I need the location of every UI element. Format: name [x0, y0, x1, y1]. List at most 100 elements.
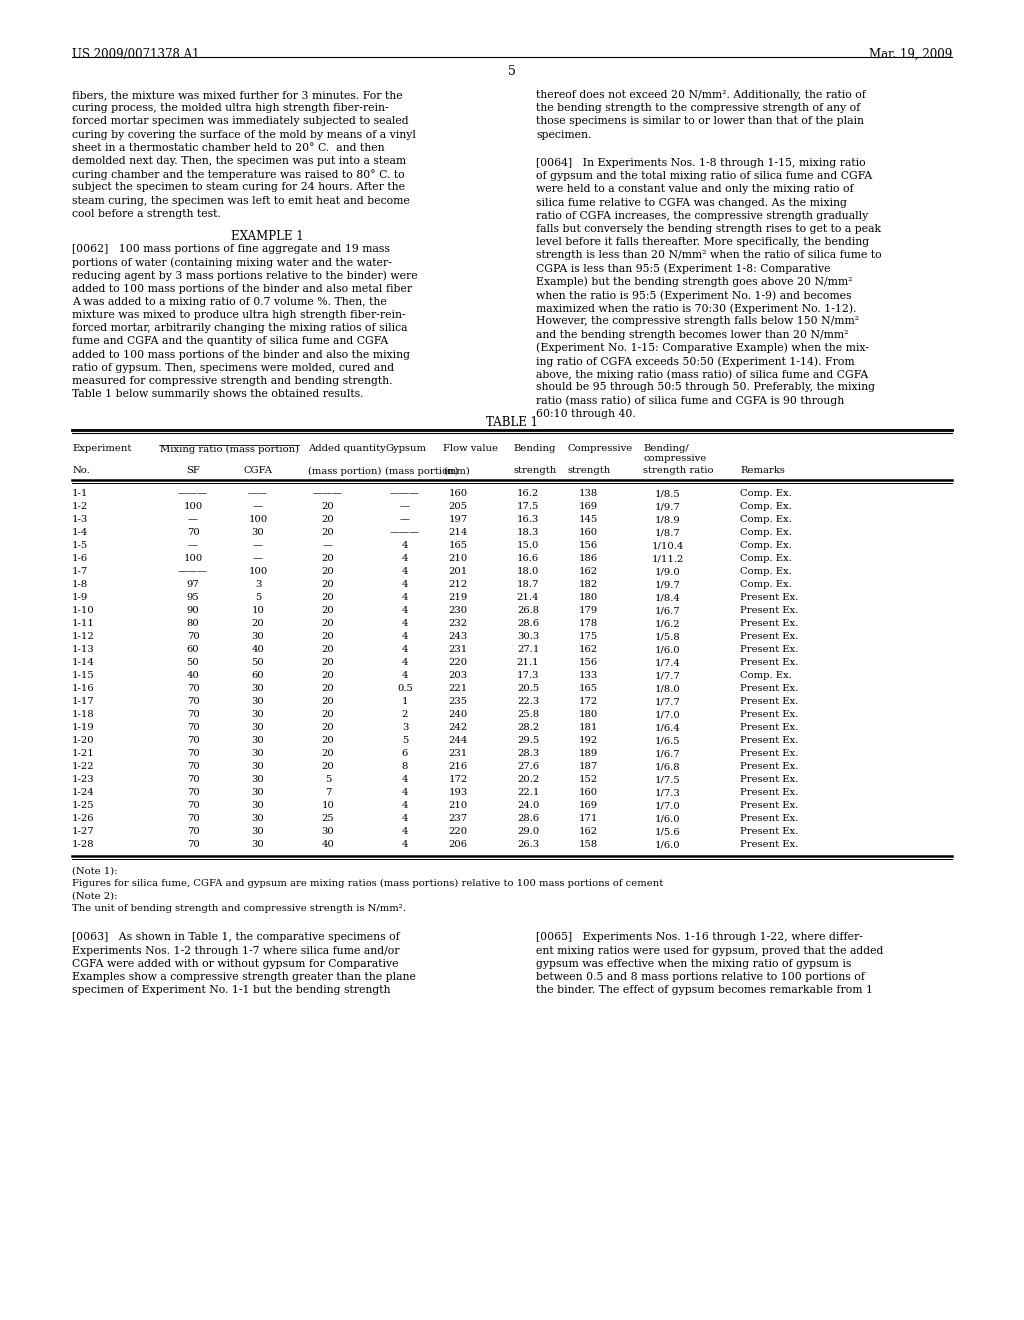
- Text: 180: 180: [579, 710, 598, 719]
- Text: thereof does not exceed 20 N/mm². Additionally, the ratio of: thereof does not exceed 20 N/mm². Additi…: [536, 90, 866, 100]
- Text: 4: 4: [401, 645, 409, 655]
- Text: 60: 60: [252, 672, 264, 680]
- Text: 30: 30: [322, 828, 335, 837]
- Text: Flow value: Flow value: [443, 445, 498, 453]
- Text: (Note 2):: (Note 2):: [72, 891, 118, 900]
- Text: reducing agent by 3 mass portions relative to the binder) were: reducing agent by 3 mass portions relati…: [72, 271, 418, 281]
- Text: Present Ex.: Present Ex.: [740, 684, 799, 693]
- Text: Experiment: Experiment: [72, 445, 131, 453]
- Text: Present Ex.: Present Ex.: [740, 723, 799, 733]
- Text: 4: 4: [401, 619, 409, 628]
- Text: 1-26: 1-26: [72, 814, 94, 824]
- Text: 1/6.8: 1/6.8: [655, 763, 681, 771]
- Text: 1/6.0: 1/6.0: [655, 645, 681, 655]
- Text: US 2009/0071378 A1: US 2009/0071378 A1: [72, 48, 200, 61]
- Text: A was added to a mixing ratio of 0.7 volume %. Then, the: A was added to a mixing ratio of 0.7 vol…: [72, 297, 387, 306]
- Text: 1-13: 1-13: [72, 645, 95, 655]
- Text: 4: 4: [401, 659, 409, 668]
- Text: curing process, the molded ultra high strength fiber-rein-: curing process, the molded ultra high st…: [72, 103, 389, 114]
- Text: ratio (mass ratio) of silica fume and CGFA is 90 through: ratio (mass ratio) of silica fume and CG…: [536, 396, 844, 407]
- Text: 30: 30: [252, 632, 264, 642]
- Text: 20.5: 20.5: [517, 684, 539, 693]
- Text: 232: 232: [449, 619, 468, 628]
- Text: Added quantity: Added quantity: [308, 445, 386, 453]
- Text: 20: 20: [322, 594, 335, 602]
- Text: 160: 160: [579, 788, 598, 797]
- Text: 172: 172: [579, 697, 598, 706]
- Text: mixture was mixed to produce ultra high strength fiber-rein-: mixture was mixed to produce ultra high …: [72, 310, 406, 319]
- Text: —: —: [188, 541, 198, 550]
- Text: silica fume relative to CGFA was changed. As the mixing: silica fume relative to CGFA was changed…: [536, 198, 847, 207]
- Text: 18.3: 18.3: [517, 528, 540, 537]
- Text: 4: 4: [401, 554, 409, 564]
- Text: specimen.: specimen.: [536, 129, 592, 140]
- Text: 30: 30: [252, 750, 264, 759]
- Text: 22.3: 22.3: [517, 697, 539, 706]
- Text: 1/8.4: 1/8.4: [655, 594, 681, 602]
- Text: 30: 30: [252, 801, 264, 810]
- Text: 70: 70: [186, 841, 200, 849]
- Text: 138: 138: [579, 490, 598, 499]
- Text: 4: 4: [401, 672, 409, 680]
- Text: Comp. Ex.: Comp. Ex.: [740, 541, 792, 550]
- Text: 20: 20: [322, 737, 335, 746]
- Text: —: —: [188, 515, 198, 524]
- Text: 16.2: 16.2: [517, 490, 539, 499]
- Text: Present Ex.: Present Ex.: [740, 801, 799, 810]
- Text: 20: 20: [322, 710, 335, 719]
- Text: Gypsum: Gypsum: [385, 445, 426, 453]
- Text: 30: 30: [252, 723, 264, 733]
- Text: —: —: [253, 503, 263, 511]
- Text: 20: 20: [322, 619, 335, 628]
- Text: 4: 4: [401, 841, 409, 849]
- Text: 30: 30: [252, 737, 264, 746]
- Text: ———: ———: [178, 490, 208, 499]
- Text: forced mortar, arbitrarily changing the mixing ratios of silica: forced mortar, arbitrarily changing the …: [72, 323, 408, 333]
- Text: 169: 169: [579, 801, 598, 810]
- Text: ———: ———: [178, 568, 208, 577]
- Text: 197: 197: [449, 515, 468, 524]
- Text: 1-22: 1-22: [72, 763, 94, 771]
- Text: 20: 20: [322, 632, 335, 642]
- Text: 162: 162: [579, 645, 598, 655]
- Text: 1-14: 1-14: [72, 659, 95, 668]
- Text: 30: 30: [252, 763, 264, 771]
- Text: (Note 1):: (Note 1):: [72, 866, 118, 875]
- Text: Bending: Bending: [513, 445, 555, 453]
- Text: 4: 4: [401, 568, 409, 577]
- Text: strength ratio: strength ratio: [643, 466, 714, 475]
- Text: 28.6: 28.6: [517, 814, 539, 824]
- Text: Table 1 below summarily shows the obtained results.: Table 1 below summarily shows the obtain…: [72, 389, 364, 399]
- Text: Comp. Ex.: Comp. Ex.: [740, 490, 792, 499]
- Text: 1/6.7: 1/6.7: [655, 606, 681, 615]
- Text: sheet in a thermostatic chamber held to 20° C.  and then: sheet in a thermostatic chamber held to …: [72, 143, 385, 153]
- Text: (mass portion): (mass portion): [385, 466, 459, 475]
- Text: compressive: compressive: [643, 454, 707, 463]
- Text: Present Ex.: Present Ex.: [740, 632, 799, 642]
- Text: 20: 20: [322, 606, 335, 615]
- Text: 152: 152: [579, 775, 598, 784]
- Text: Present Ex.: Present Ex.: [740, 775, 799, 784]
- Text: Present Ex.: Present Ex.: [740, 659, 799, 668]
- Text: 180: 180: [579, 594, 598, 602]
- Text: specimen of Experiment No. 1-1 but the bending strength: specimen of Experiment No. 1-1 but the b…: [72, 985, 390, 995]
- Text: Present Ex.: Present Ex.: [740, 763, 799, 771]
- Text: 97: 97: [186, 581, 200, 590]
- Text: 100: 100: [249, 568, 267, 577]
- Text: 70: 70: [186, 723, 200, 733]
- Text: 20: 20: [322, 763, 335, 771]
- Text: Present Ex.: Present Ex.: [740, 594, 799, 602]
- Text: 70: 70: [186, 528, 200, 537]
- Text: 192: 192: [579, 737, 598, 746]
- Text: 178: 178: [579, 619, 598, 628]
- Text: 1/7.0: 1/7.0: [655, 801, 681, 810]
- Text: 165: 165: [449, 541, 468, 550]
- Text: 1/7.5: 1/7.5: [655, 775, 681, 784]
- Text: 1-6: 1-6: [72, 554, 88, 564]
- Text: 20: 20: [322, 528, 335, 537]
- Text: 189: 189: [579, 750, 598, 759]
- Text: Comp. Ex.: Comp. Ex.: [740, 554, 792, 564]
- Text: 90: 90: [186, 606, 200, 615]
- Text: steam curing, the specimen was left to emit heat and become: steam curing, the specimen was left to e…: [72, 195, 410, 206]
- Text: ———: ———: [313, 490, 343, 499]
